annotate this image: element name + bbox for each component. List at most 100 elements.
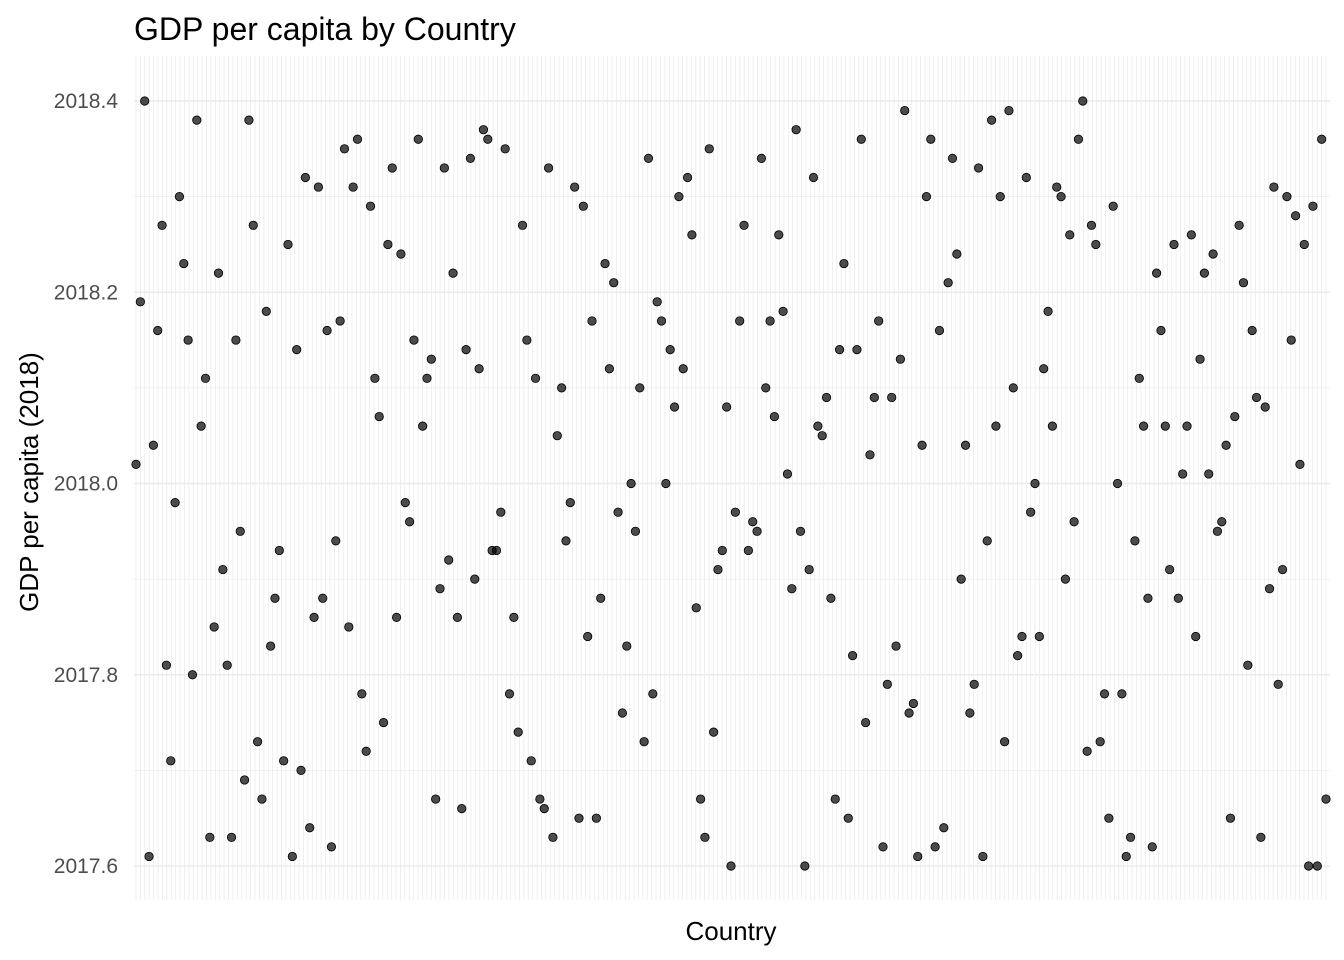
data-point [292,345,302,355]
data-point [1317,134,1327,144]
data-point [552,431,562,441]
data-point [852,345,862,355]
data-point [887,392,897,403]
data-point [266,641,276,651]
data-point [1047,421,1057,431]
data-point [313,182,324,192]
data-point [748,517,758,527]
data-point [418,421,428,431]
data-point [465,153,476,163]
data-point [709,727,719,737]
data-point [1321,794,1331,804]
data-point [930,842,940,852]
data-point [800,861,810,871]
data-point [374,411,384,422]
data-point [691,603,701,613]
data-point [652,297,662,307]
data-point [1204,469,1214,479]
data-point [391,612,402,622]
data-point [361,746,371,756]
data-point [1000,737,1010,747]
data-point [752,526,762,536]
data-point [166,756,176,766]
data-point [1234,220,1244,230]
data-point [565,498,575,508]
data-point [830,794,840,804]
data-point [622,641,632,651]
data-point [322,325,332,336]
data-point [1178,469,1188,479]
data-point [1013,651,1023,661]
data-point [365,201,376,211]
data-point [1225,813,1236,823]
data-point [965,708,975,718]
data-point [848,651,858,661]
data-point [452,612,462,622]
data-point [483,134,493,144]
data-point [1165,564,1175,575]
data-point [782,469,793,479]
data-point [587,316,597,326]
data-point [986,115,997,125]
data-point [170,498,180,508]
data-point [656,316,667,326]
data-point [153,325,163,336]
data-point [279,756,289,766]
data-point [826,593,836,603]
data-point [1017,631,1027,642]
data-point [435,584,445,594]
data-point [370,373,380,383]
data-point [357,689,367,699]
data-point [335,316,345,326]
data-point [444,555,454,565]
data-point [539,804,549,814]
data-point [413,134,423,144]
data-point [1217,517,1227,527]
data-point [222,660,232,670]
data-point [318,593,328,603]
data-point [1208,249,1218,259]
y-axis-title: GDP per capita (2018) [14,352,44,612]
data-point [1260,402,1270,412]
data-point [730,507,740,517]
data-point [1230,411,1240,422]
data-point [348,182,358,192]
data-point [517,220,528,230]
data-point [1108,201,1118,211]
data-point [213,268,224,278]
data-point [1147,842,1157,852]
data-point [530,373,541,383]
data-point [865,450,875,460]
data-point [952,249,962,259]
data-point [1095,737,1105,747]
data-point [161,660,172,670]
data-point [500,144,510,154]
data-point [895,354,905,364]
data-point [665,345,675,355]
data-point [383,239,393,250]
data-point [274,545,284,556]
data-point [856,134,866,144]
data-point [1282,192,1292,202]
data-point [960,440,971,450]
data-point [1112,478,1123,489]
data-point [248,220,258,230]
data-point [791,125,801,135]
data-point [1156,325,1166,336]
data-point [761,383,771,393]
data-point [491,545,502,556]
data-point [378,717,389,728]
data-point [1021,172,1031,183]
data-point [1138,421,1149,431]
data-point [1082,746,1092,756]
data-point [1295,459,1305,469]
data-point [257,794,267,804]
data-point [283,239,293,250]
data-point [209,622,219,632]
data-point [1104,813,1114,823]
data-point [1251,392,1262,403]
data-point [1312,861,1322,871]
data-point [1243,660,1253,670]
data-point [1286,335,1296,345]
